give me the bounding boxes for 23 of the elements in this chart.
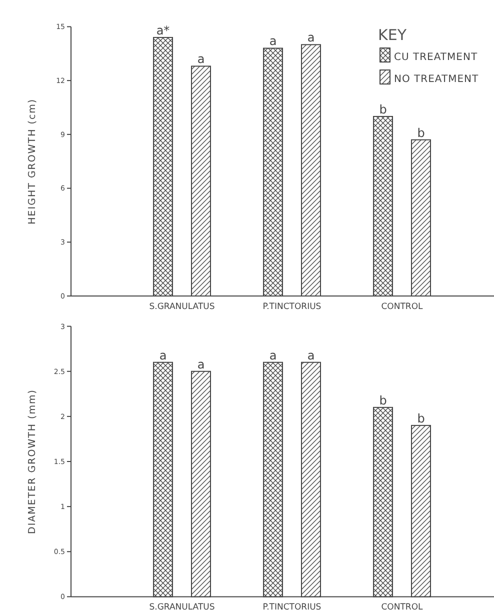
data-label: b [417, 126, 425, 140]
x-tick-label: S.GRANULATUS [149, 302, 215, 312]
data-label: a [307, 30, 315, 45]
legend-label: CU TREATMENT [394, 52, 478, 63]
x-tick-label: P.TINCTORIUS [262, 602, 322, 610]
x-tick-label: CONTROL [381, 302, 424, 312]
x-tick-label: CONTROL [381, 602, 424, 610]
data-label: a [197, 357, 205, 372]
data-label: a [269, 34, 277, 48]
data-label: b [417, 411, 425, 426]
legend-title: KEY [378, 26, 408, 44]
data-label: a [269, 348, 277, 362]
legend-label: NO TREATMENT [394, 74, 480, 85]
data-label: a [197, 52, 205, 66]
data-label: a* [156, 23, 170, 38]
y-axis-title: DIAMETER GROWTH (mm) [27, 389, 38, 534]
data-label: b [379, 393, 387, 408]
x-tick-label: S.GRANULATUS [149, 602, 215, 610]
x-tick-label: P.TINCTORIUS [262, 302, 322, 312]
data-label: a [307, 348, 315, 362]
data-label: a [159, 348, 167, 362]
y-axis-title: HEIGHT GROWTH (cm) [27, 98, 38, 224]
data-label: b [379, 102, 387, 116]
